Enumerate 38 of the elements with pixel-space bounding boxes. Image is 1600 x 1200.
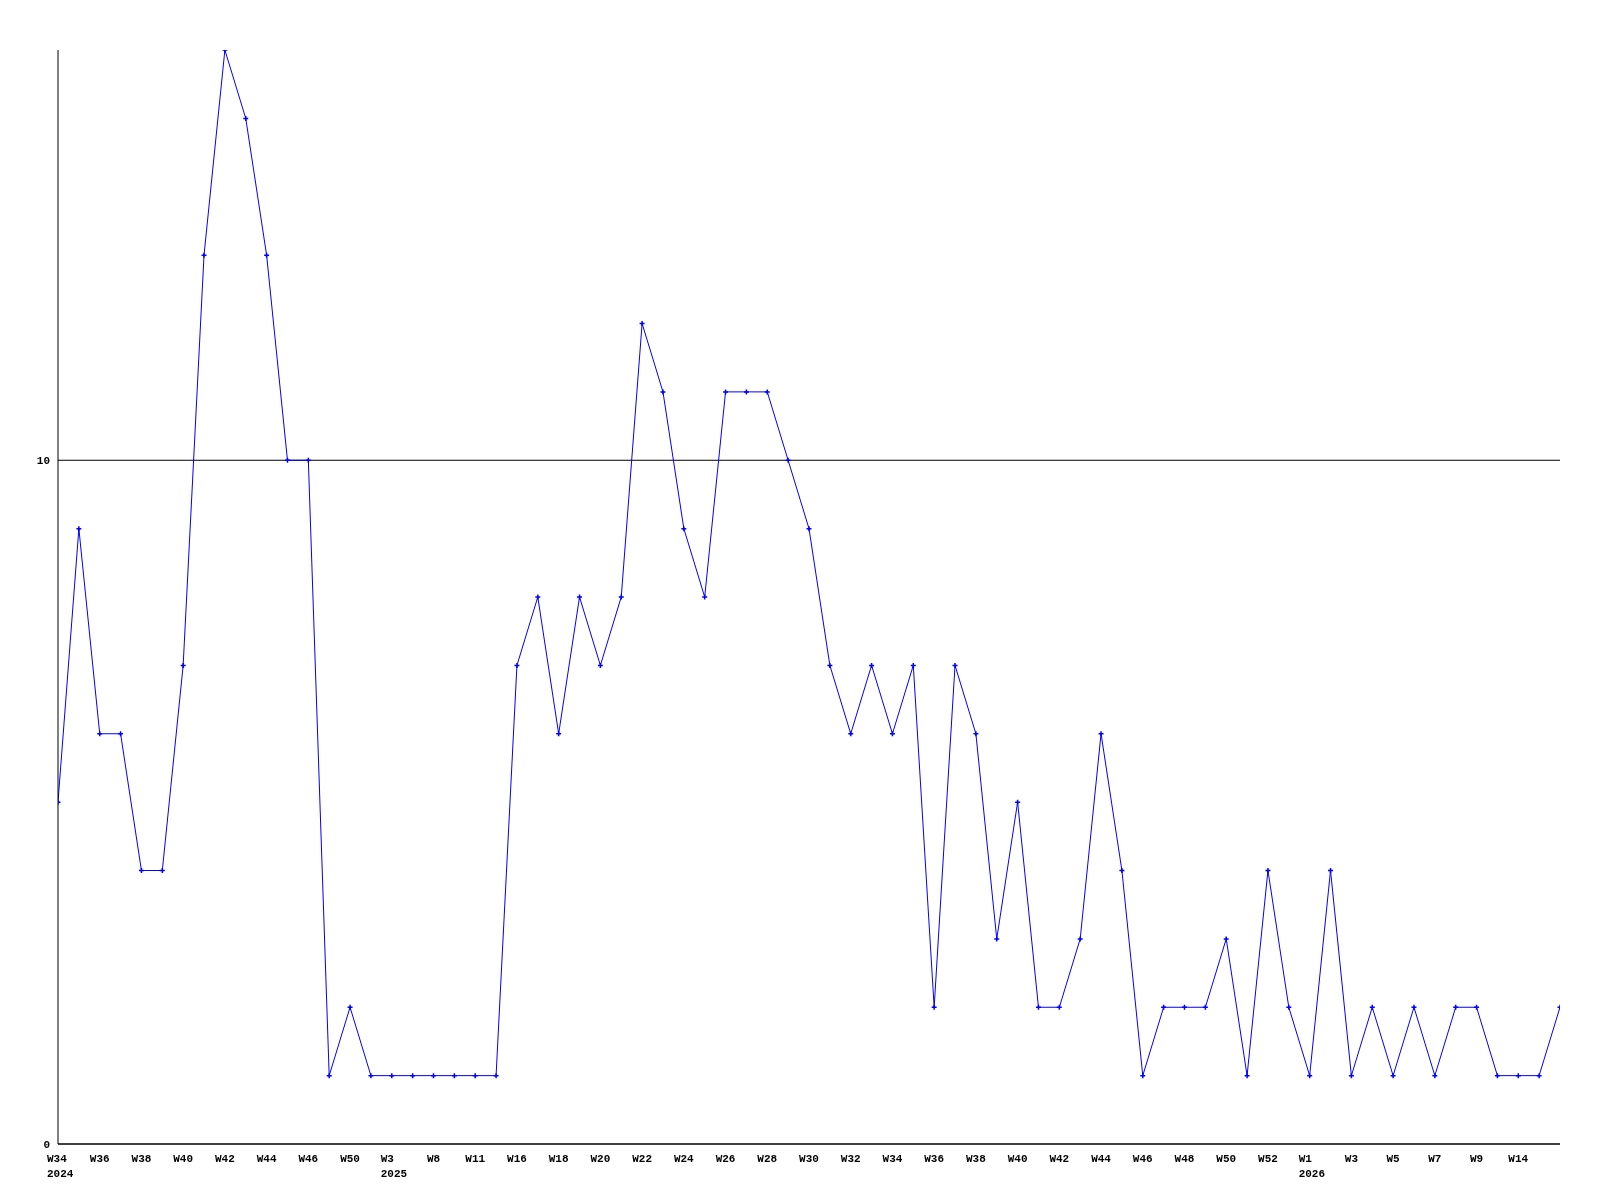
x-tick-label: W3 2025 [380,1153,408,1180]
x-tick-label: W20 [590,1153,611,1165]
x-tick-label: W5 [1386,1153,1401,1165]
x-tick-label: W46 [1132,1153,1153,1165]
x-tick-label: W7 [1428,1153,1442,1165]
x-tick-label: W14 [1508,1153,1529,1165]
x-tick-label: W42 [214,1153,235,1165]
x-tick-label: W9 [1469,1153,1484,1165]
x-tick-label: W44 [1091,1153,1112,1165]
x-tick-label: W18 [548,1153,569,1165]
x-tick-label: W22 [632,1153,653,1165]
y-tick-label: 0 [43,1138,50,1151]
x-tick-label: W52 [1258,1153,1278,1165]
x-tick-label: W50 [1216,1153,1237,1165]
x-tick-label: W30 [799,1153,819,1165]
x-tick-label: W1 2026 [1298,1153,1326,1180]
x-tick-label: W48 [1174,1153,1195,1165]
x-tick-label: W36 [89,1153,110,1165]
x-tick-label: W40 [173,1153,194,1165]
x-tick-label: W3 [1344,1153,1359,1165]
x-tick-label: W11 [465,1153,486,1165]
y-tick-label: 10 [36,455,50,468]
x-tick-label: W16 [507,1153,527,1165]
x-tick-label: W46 [298,1153,319,1165]
x-tick-label: W34 2024 [47,1153,74,1180]
x-tick-label: W34 [882,1153,903,1165]
x-tick-label: W38 [131,1153,152,1165]
x-tick-label: W26 [715,1153,736,1165]
x-tick-label: W36 [924,1153,945,1165]
x-tick-label: W44 [256,1153,277,1165]
x-tick-label: W24 [673,1153,695,1165]
x-tick-label: W38 [965,1153,987,1165]
x-tick-label: W8 [426,1153,441,1165]
x-tick-label: W32 [840,1153,861,1165]
x-tick-label: W50 [340,1153,360,1165]
x-tick-label: W28 [757,1153,778,1165]
x-tick-label: W42 [1049,1153,1070,1165]
x-tick-label: W40 [1007,1153,1028,1165]
